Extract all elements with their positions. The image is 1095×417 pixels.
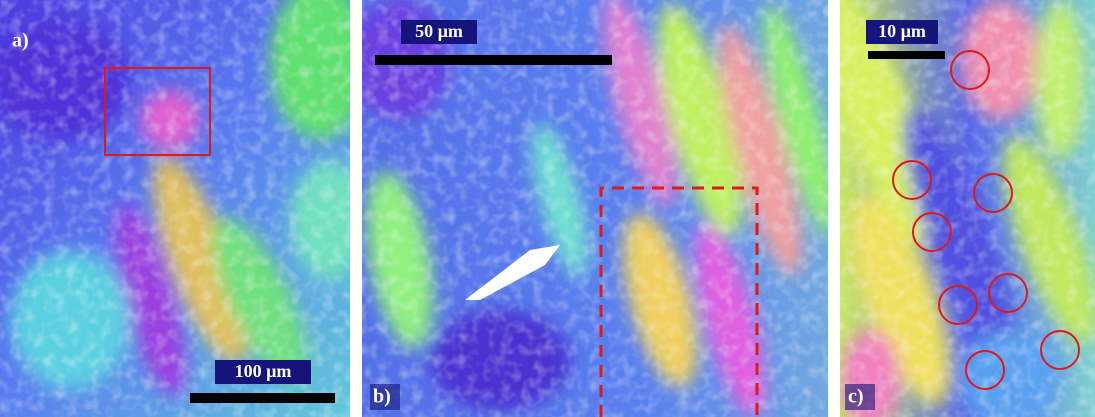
scale-bar [190,393,335,403]
panel-a-map: a) 100 µm [0,0,370,417]
scale-label: 100 µm [235,361,292,381]
figure: a) 100 µm 50 µm b) [0,0,1095,417]
panel-label: c) [848,386,864,408]
scale-bar [375,55,612,65]
panel-label: a) [12,30,29,52]
panel-b-map: 50 µm b) [350,0,850,417]
scale-label: 50 µm [415,21,463,41]
panel-c-map: 10 µm c) [803,0,1095,417]
scale-label: 10 µm [878,21,926,41]
scale-bar [868,51,945,59]
panel-label: b) [373,386,391,408]
